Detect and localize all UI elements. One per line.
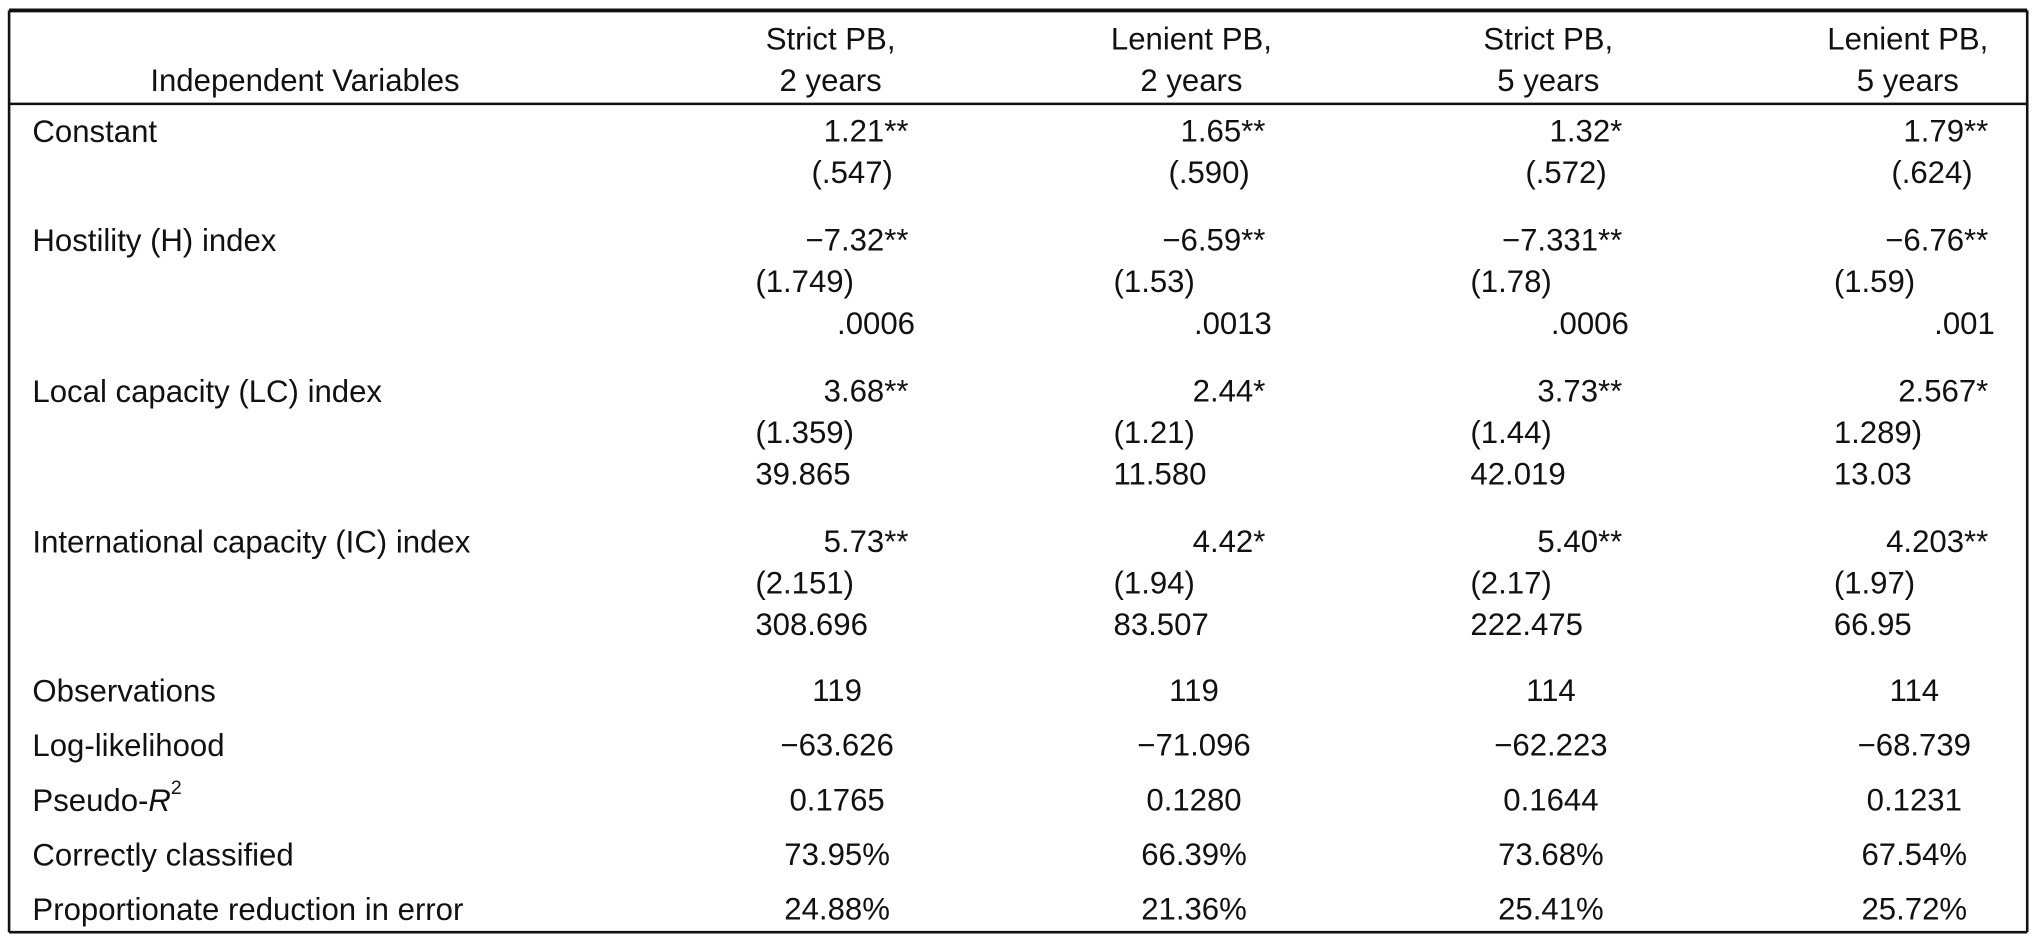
coefficient: 73.95% — [784, 837, 890, 872]
coefficient: 21.36% — [1141, 891, 1247, 926]
coefficient: 114 — [1889, 673, 1939, 708]
row-label-text: International capacity (IC) index — [32, 524, 470, 559]
coefficient: −71.096 — [1137, 728, 1250, 763]
column-header: 2 years — [1140, 63, 1242, 98]
std-error: (1.21) — [1114, 415, 1195, 450]
std-error: (.572) — [1525, 155, 1606, 190]
column-header: Strict PB, — [766, 21, 896, 56]
coefficient: 0.1280 — [1146, 782, 1241, 817]
coefficient: −7.331** — [1502, 223, 1622, 258]
row-label: Pseudo-R2 — [32, 777, 181, 817]
coefficient: −6.59** — [1162, 223, 1265, 258]
row-label: Hostility (H) index — [32, 223, 276, 258]
coefficient: 1.32* — [1550, 114, 1623, 149]
coefficient: 119 — [812, 673, 862, 708]
std-error: (2.17) — [1470, 565, 1551, 600]
coefficient: 3.68** — [824, 373, 909, 408]
extra-value: 308.696 — [755, 607, 868, 642]
extra-value: .0006 — [837, 306, 915, 341]
row-label-italic: R — [148, 782, 170, 817]
coefficient: 66.39% — [1141, 837, 1247, 872]
coefficient: 1.65** — [1181, 114, 1266, 149]
std-error: (2.151) — [755, 565, 854, 600]
extra-value: 39.865 — [755, 456, 850, 491]
column-header: 5 years — [1497, 63, 1599, 98]
coefficient: −63.626 — [780, 728, 893, 763]
std-error: (1.94) — [1114, 565, 1195, 600]
coefficient: 114 — [1526, 673, 1576, 708]
std-error: (1.97) — [1834, 565, 1915, 600]
column-header: 5 years — [1857, 63, 1959, 98]
row-label: Log-likelihood — [32, 728, 224, 763]
row-label-text: Local capacity (LC) index — [32, 373, 382, 408]
column-header: Lenient PB, — [1111, 21, 1272, 56]
coefficient: −68.739 — [1858, 728, 1971, 763]
coefficient: 5.73** — [824, 524, 909, 559]
std-error: (1.53) — [1114, 264, 1195, 299]
coefficient: −6.76** — [1885, 223, 1988, 258]
row-label: Constant — [32, 114, 157, 149]
coefficient: 4.42* — [1193, 524, 1266, 559]
coefficient: −62.223 — [1494, 728, 1607, 763]
column-header: 2 years — [780, 63, 882, 98]
coefficient: 73.68% — [1498, 837, 1604, 872]
coefficient: 0.1644 — [1503, 782, 1598, 817]
coefficient: −7.32** — [805, 223, 908, 258]
row-label-sup: 2 — [171, 777, 182, 799]
coefficient: 1.79** — [1903, 114, 1988, 149]
row-label-text: Proportionate reduction in error — [32, 891, 463, 926]
row-label-text: Pseudo- — [32, 782, 148, 817]
coefficient: 3.73** — [1537, 373, 1622, 408]
extra-value: 222.475 — [1470, 607, 1583, 642]
extra-value: 13.03 — [1834, 456, 1912, 491]
std-error: (1.359) — [755, 415, 854, 450]
coefficient: 5.40** — [1537, 524, 1622, 559]
coefficient: 119 — [1169, 673, 1219, 708]
coefficient: 2.567* — [1898, 373, 1988, 408]
coefficient: 25.41% — [1498, 891, 1604, 926]
coefficient: 4.203** — [1886, 524, 1988, 559]
extra-value: 83.507 — [1114, 607, 1209, 642]
std-error: (1.59) — [1834, 264, 1915, 299]
row-label: Correctly classified — [32, 837, 293, 872]
extra-value: 66.95 — [1834, 607, 1912, 642]
std-error: (1.749) — [755, 264, 854, 299]
std-error: 1.289) — [1834, 415, 1922, 450]
row-label-text: Log-likelihood — [32, 728, 224, 763]
extra-value: 42.019 — [1470, 456, 1565, 491]
column-header: Lenient PB, — [1827, 21, 1988, 56]
row-label: Observations — [32, 673, 215, 708]
extra-value: .0013 — [1194, 306, 1272, 341]
std-error: (1.78) — [1470, 264, 1551, 299]
coefficient: 67.54% — [1861, 837, 1967, 872]
coefficient: 25.72% — [1861, 891, 1967, 926]
row-label-text: Hostility (H) index — [32, 223, 276, 258]
coefficient: 0.1231 — [1867, 782, 1962, 817]
row-label-text: Observations — [32, 673, 215, 708]
std-error: (1.44) — [1470, 415, 1551, 450]
coefficient: 1.21** — [824, 114, 909, 149]
header-label: Independent Variables — [150, 63, 459, 98]
coefficient: 2.44* — [1193, 373, 1266, 408]
std-error: (.590) — [1168, 155, 1249, 190]
coefficient: 0.1765 — [789, 782, 884, 817]
std-error: (.624) — [1891, 155, 1972, 190]
extra-value: .0006 — [1551, 306, 1629, 341]
column-header: Strict PB, — [1483, 21, 1613, 56]
std-error: (.547) — [812, 155, 893, 190]
row-label: Proportionate reduction in error — [32, 891, 463, 926]
row-label-text: Correctly classified — [32, 837, 293, 872]
coefficient: 24.88% — [784, 891, 890, 926]
extra-value: .001 — [1934, 306, 1995, 341]
row-label-text: Constant — [32, 114, 157, 149]
extra-value: 11.580 — [1114, 456, 1207, 491]
row-label: International capacity (IC) index — [32, 524, 470, 559]
row-label: Local capacity (LC) index — [32, 373, 382, 408]
